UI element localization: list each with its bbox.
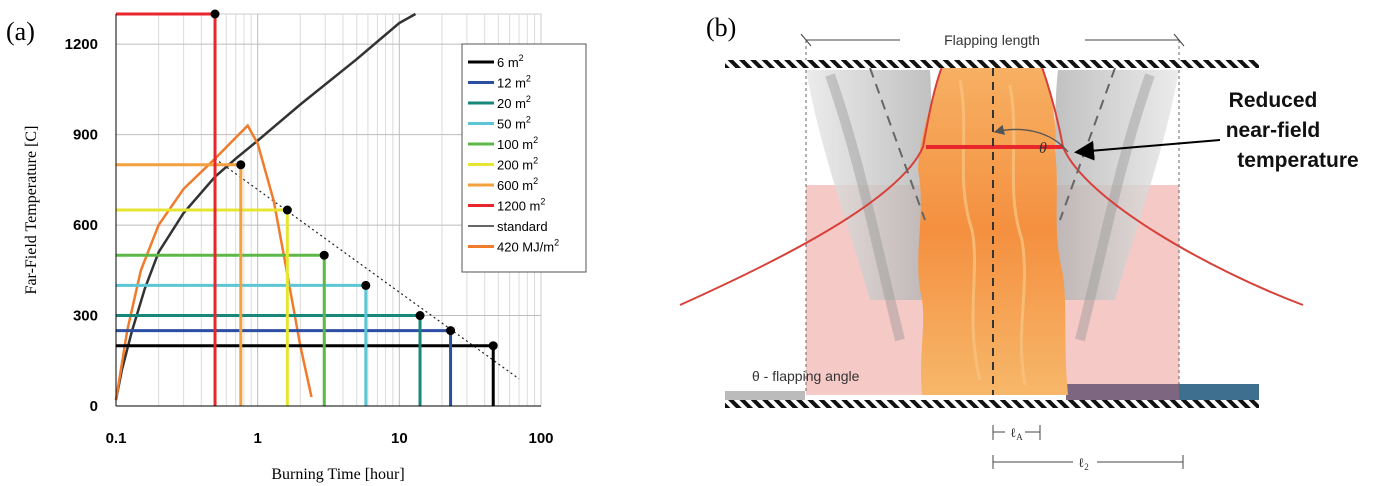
legend-label-superscript: 2 <box>526 115 531 125</box>
legend-label-superscript: 2 <box>533 156 538 166</box>
reduced-label-line1: Reduced <box>1229 89 1318 112</box>
flapping-length-label: Flapping length <box>944 32 1040 48</box>
floor-strip-mid <box>1066 384 1179 400</box>
legend-label: 1200 m2 <box>497 197 545 214</box>
series-endpoint-marker <box>415 311 425 321</box>
legend-label: 200 m2 <box>497 156 538 173</box>
legend-label: standard <box>497 219 548 234</box>
legend-label: 6 m2 <box>497 53 524 70</box>
legend-label-text: 12 m <box>497 76 526 91</box>
legend-label: 20 m2 <box>497 94 531 111</box>
legend-label-text: 6 m <box>497 55 519 70</box>
smoke-plume-left <box>806 70 950 300</box>
flapping-angle-line-left <box>869 67 926 221</box>
theta-symbol: θ <box>1039 140 1047 157</box>
legend-label-superscript: 2 <box>526 74 531 84</box>
legend-label: 100 m2 <box>497 135 538 152</box>
plot-series <box>114 9 520 406</box>
x-tick-label: 10 <box>391 430 408 447</box>
y-tick-label: 900 <box>73 127 98 144</box>
legend-label-text: 100 m <box>497 137 533 152</box>
flame-streaks <box>958 79 1027 386</box>
legend-label-text: 200 m <box>497 158 533 173</box>
legend-label-superscript: 2 <box>519 53 524 63</box>
x-tick-label: 100 <box>528 430 553 447</box>
dim-small-label-bg <box>1005 424 1025 439</box>
legend-label: 12 m2 <box>497 74 531 91</box>
legend-label: 420 MJ/m2 <box>497 238 559 255</box>
series-endpoint-marker <box>319 250 329 260</box>
legend-label-superscript: 2 <box>533 176 538 186</box>
legend-label-text: 50 m <box>497 117 526 132</box>
x-tick-label: 1 <box>253 430 261 447</box>
y-axis-title: Far-Field Temperature [C] <box>23 126 40 295</box>
ceiling <box>725 60 1259 68</box>
reduced-label-line2: near-field <box>1226 119 1321 142</box>
legend-label-superscript: 2 <box>540 197 545 207</box>
y-tick-label: 300 <box>73 308 98 325</box>
smoke-streak-left <box>825 73 905 342</box>
legend-label-text: 1200 m <box>497 199 540 214</box>
dim-large-sub: 2 <box>1084 462 1089 472</box>
legend-label-superscript: 2 <box>526 94 531 104</box>
series-endpoint-marker <box>488 341 498 351</box>
floor-strip-right <box>1179 384 1259 400</box>
reduced-arrow <box>1074 139 1221 161</box>
panel-b-label: (b) <box>706 13 736 42</box>
legend-label-superscript: 2 <box>554 238 559 248</box>
floor <box>725 400 1259 408</box>
legend-label-superscript: 2 <box>533 135 538 145</box>
dim-small-label: ℓA <box>1010 425 1023 442</box>
theta-arc <box>993 124 1069 153</box>
panel-a-label: (a) <box>6 17 35 46</box>
y-tick-label: 1200 <box>65 36 98 53</box>
legend-label: 50 m2 <box>497 115 531 132</box>
x-axis-title: Burning Time [hour] <box>271 466 404 483</box>
y-tick-label: 0 <box>90 398 98 415</box>
legend-label-text: standard <box>497 219 548 234</box>
legend-label-text: 420 MJ/m <box>497 240 554 255</box>
tick-labels: 0.1 1 10 100 0 300 600 900 1200 <box>65 36 554 447</box>
flapping-angle-line-right <box>1059 67 1116 221</box>
theta-caption: θ - flapping angle <box>752 368 860 384</box>
floor-strip-left <box>725 391 805 400</box>
reduced-label-line3: temperature <box>1237 149 1358 172</box>
y-tick-label: 600 <box>73 217 98 234</box>
legend-label-text: 20 m <box>497 96 526 111</box>
dim-large-symbol: ℓ <box>1078 455 1084 470</box>
dim-large-label-bg <box>1073 454 1097 469</box>
dim-small-sub: A <box>1016 432 1023 442</box>
series-endpoint-marker <box>361 280 371 290</box>
series-endpoint-marker <box>282 205 292 215</box>
legend-label-text: 600 m <box>497 178 533 193</box>
dim-tick-left <box>800 33 812 47</box>
x-tick-label: 0.1 <box>106 430 127 447</box>
smoke-plume-right <box>1035 70 1179 300</box>
dim-large-label: ℓ2 <box>1078 455 1089 472</box>
legend-label: 600 m2 <box>497 176 538 193</box>
dim-tick-right <box>1173 33 1185 47</box>
panel-a-chart: (a) 0.1 1 10 100 0 300 600 900 1200 Burning Time… <box>6 9 587 483</box>
series-endpoint-marker <box>236 160 246 170</box>
series-endpoint-marker <box>210 9 220 19</box>
panel-b-diagram: (b) θ Flapping len <box>679 13 1359 472</box>
dim-small-symbol: ℓ <box>1010 425 1016 440</box>
series-endpoint-marker <box>446 326 456 336</box>
